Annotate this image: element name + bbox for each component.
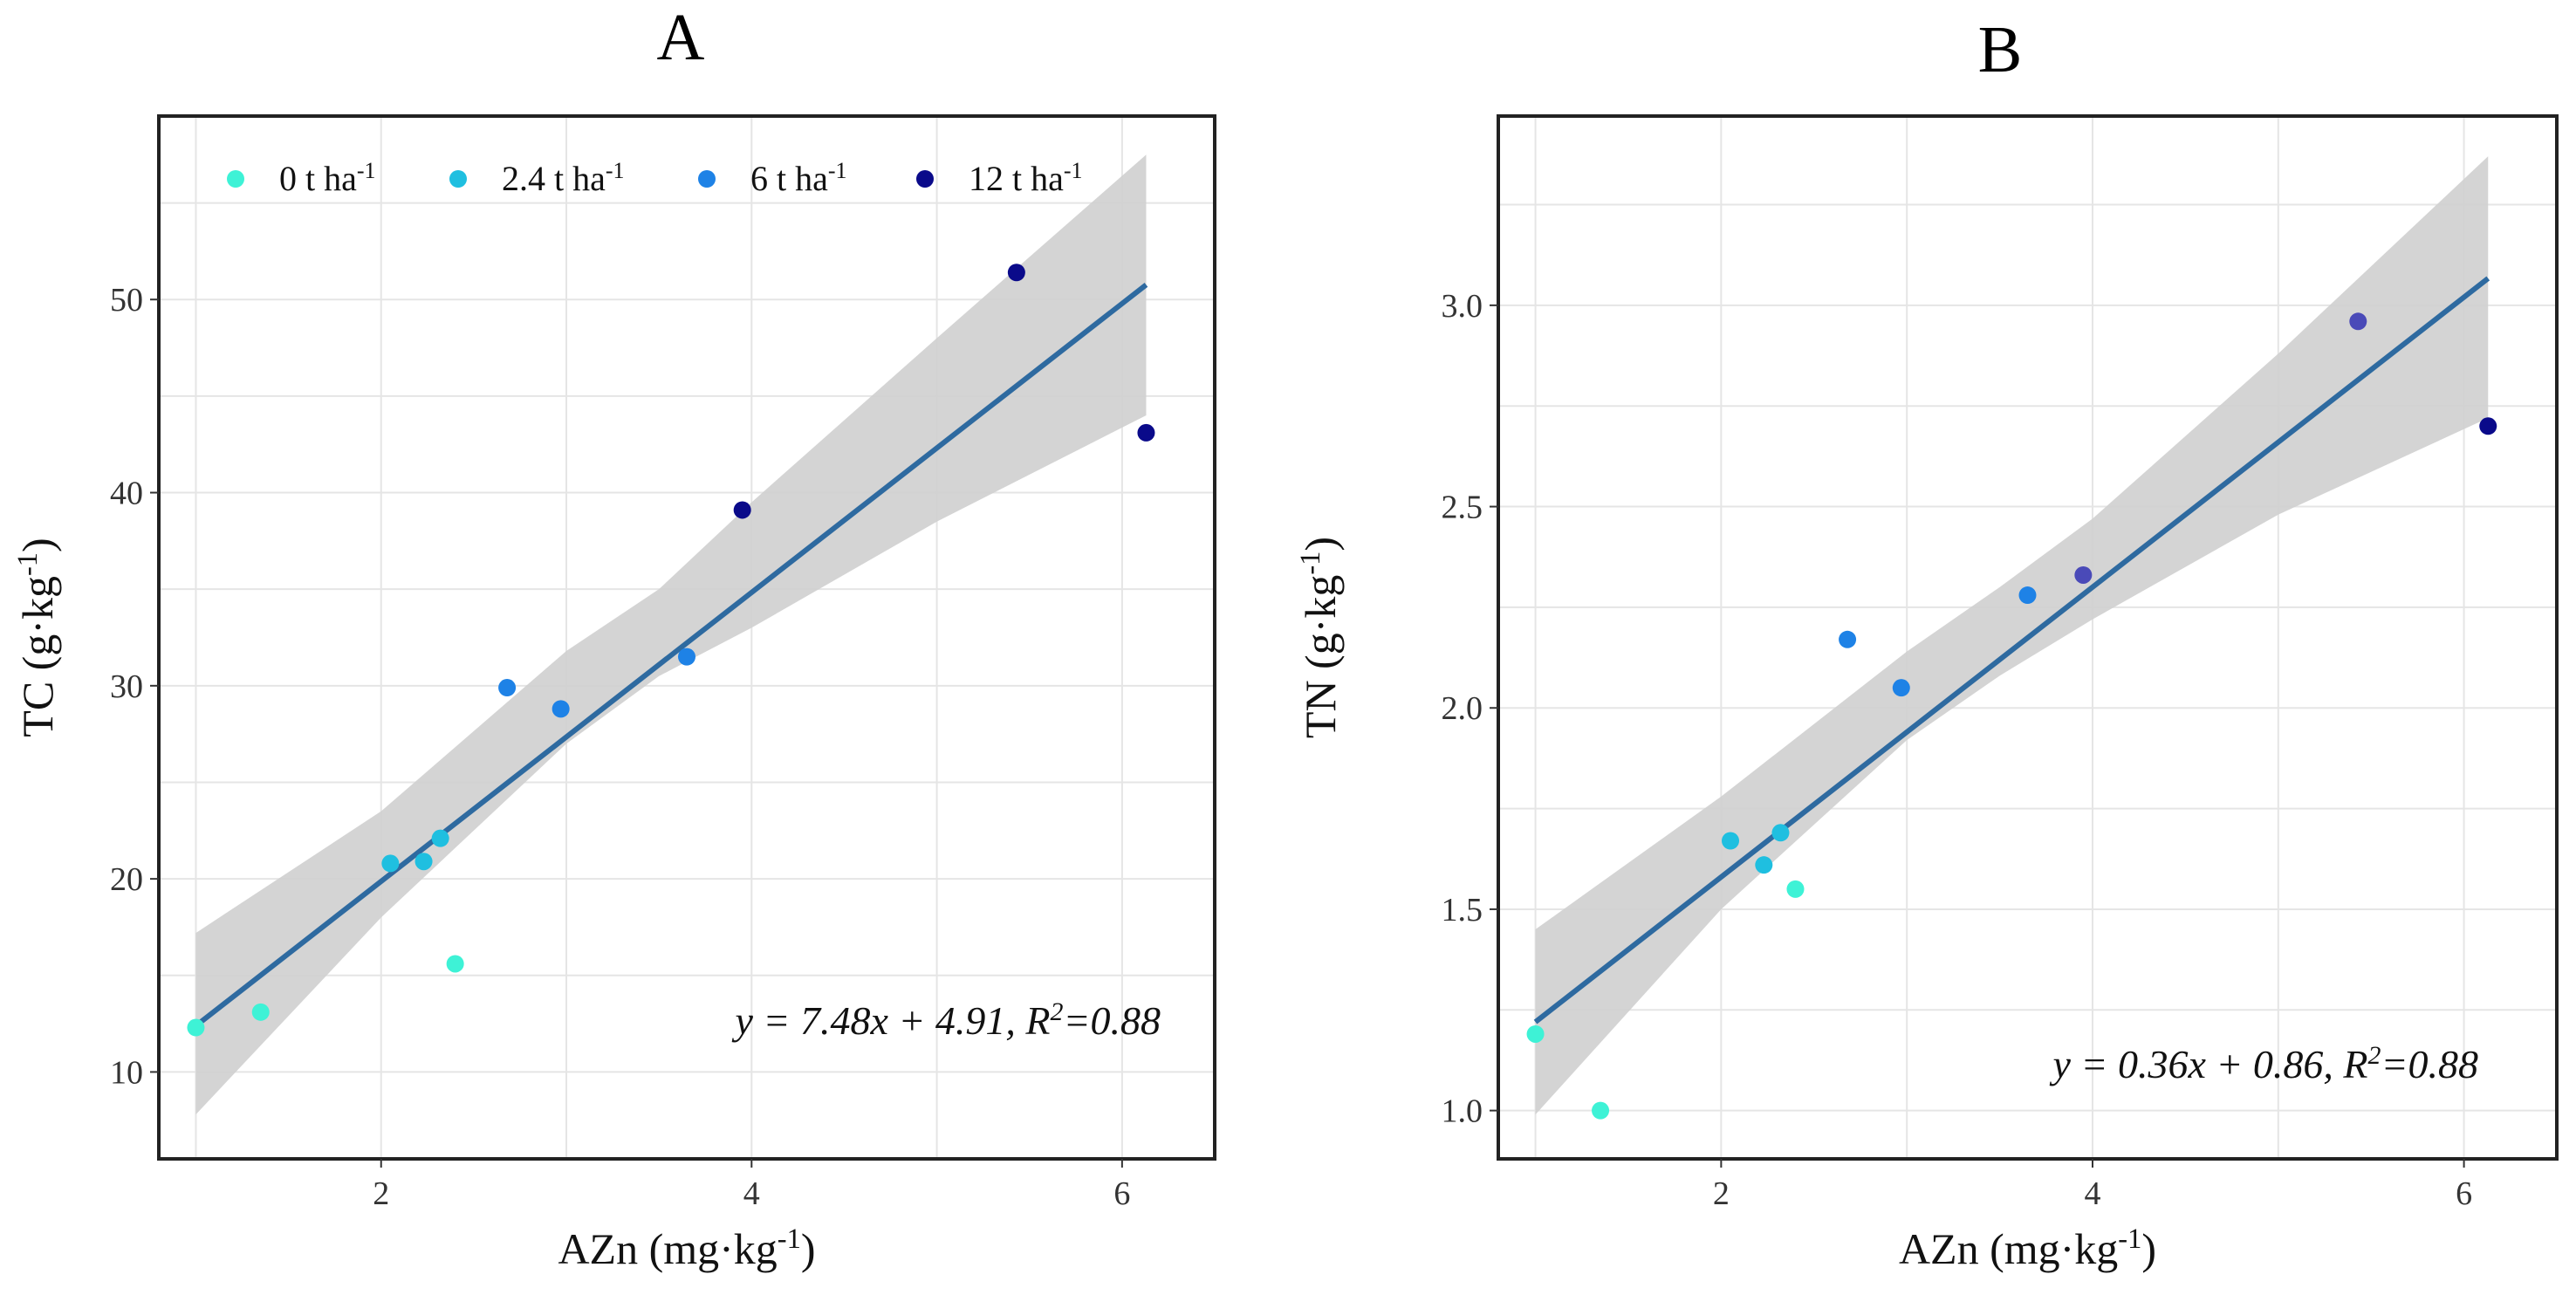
y-axis-title: TC (g·kg-1) <box>12 538 62 737</box>
y-tick-label: 1.5 <box>1442 892 1483 928</box>
regression-line <box>194 282 1148 1028</box>
x-axis-title: AZn (mg·kg-1) <box>1899 1223 2156 1273</box>
legend-item: 0 t ha-1 <box>227 158 376 199</box>
legend-swatch <box>916 170 934 188</box>
x-tick-label: 4 <box>743 1175 760 1212</box>
data-point <box>1771 824 1790 842</box>
x-tick-label: 6 <box>1113 1175 1130 1212</box>
confidence-band <box>195 154 1147 1115</box>
confidence-band <box>1535 156 2489 1115</box>
data-point <box>1722 832 1740 850</box>
plot-frame <box>157 114 1216 1161</box>
y-tick-label: 30 <box>110 668 143 705</box>
data-point <box>552 700 570 718</box>
data-point <box>498 679 517 697</box>
legend-item: 2.4 t ha-1 <box>449 158 625 199</box>
legend-swatch <box>227 170 244 188</box>
regression-equation: y = 7.48x + 4.91, R2=0.88 <box>731 997 1161 1044</box>
legend-item: 12 t ha-1 <box>916 158 1083 199</box>
legend-label: 0 t ha-1 <box>279 158 376 199</box>
data-point <box>1592 1101 1610 1120</box>
legend-item: 6 t ha-1 <box>698 158 847 199</box>
data-point <box>414 853 433 871</box>
legend-swatch <box>698 170 716 188</box>
y-tick-label: 50 <box>110 282 143 319</box>
data-point <box>1755 856 1773 874</box>
regression-line <box>1533 276 2490 1024</box>
y-axis-title: TN (g·kg-1) <box>1295 537 1345 738</box>
legend-label: 12 t ha-1 <box>969 158 1083 199</box>
data-point <box>2349 312 2367 331</box>
panel-a: 2 4 6 10 20 30 40 50 A AZn (mg·kg-1) TC (g·kg-1) y … <box>12 1 1216 1273</box>
x-axis-title: AZn (mg·kg-1) <box>558 1223 815 1273</box>
data-point <box>733 501 751 519</box>
y-tick-label: 2.0 <box>1442 690 1483 727</box>
data-point <box>187 1018 205 1037</box>
data-point <box>446 955 464 973</box>
y-tick-label: 20 <box>110 861 143 898</box>
legend-label: 6 t ha-1 <box>750 158 847 199</box>
data-point <box>2479 417 2497 435</box>
data-point <box>251 1003 270 1021</box>
y-tick-label: 40 <box>110 476 143 512</box>
x-tick-label: 6 <box>2456 1175 2472 1212</box>
data-point <box>678 648 695 666</box>
y-tick-label: 2.5 <box>1442 490 1483 526</box>
regression-equation: y = 0.36x + 0.86, R2=0.88 <box>2049 1041 2478 1087</box>
data-point <box>1137 423 1155 442</box>
panel-title: A <box>657 1 705 74</box>
y-tick-label: 10 <box>110 1054 143 1091</box>
legend-swatch <box>449 170 467 188</box>
data-point <box>431 829 449 847</box>
y-tick-label: 3.0 <box>1442 288 1483 325</box>
data-point <box>2018 586 2037 605</box>
data-point <box>1839 630 1857 648</box>
data-point <box>2074 565 2093 584</box>
legend: 0 t ha-1 2.4 t ha-1 6 t ha-1 12 t ha-1 <box>227 158 1083 199</box>
panel-b: 2 4 6 1.0 1.5 2.0 2.5 3.0 B AZn (mg·kg-1) TN (g·kg… <box>1295 13 2559 1273</box>
legend-label: 2.4 t ha-1 <box>502 158 625 199</box>
data-point <box>1786 880 1805 898</box>
data-point <box>1892 679 1910 697</box>
x-tick-label: 2 <box>373 1175 389 1212</box>
x-tick-label: 4 <box>2084 1175 2100 1212</box>
data-point <box>1007 264 1025 282</box>
x-tick-label: 2 <box>1713 1175 1730 1212</box>
plot-frame <box>1497 114 2559 1161</box>
y-tick-label: 1.0 <box>1442 1093 1483 1130</box>
data-point <box>1526 1024 1545 1043</box>
data-point <box>381 854 400 873</box>
panel-title: B <box>1978 13 2023 86</box>
